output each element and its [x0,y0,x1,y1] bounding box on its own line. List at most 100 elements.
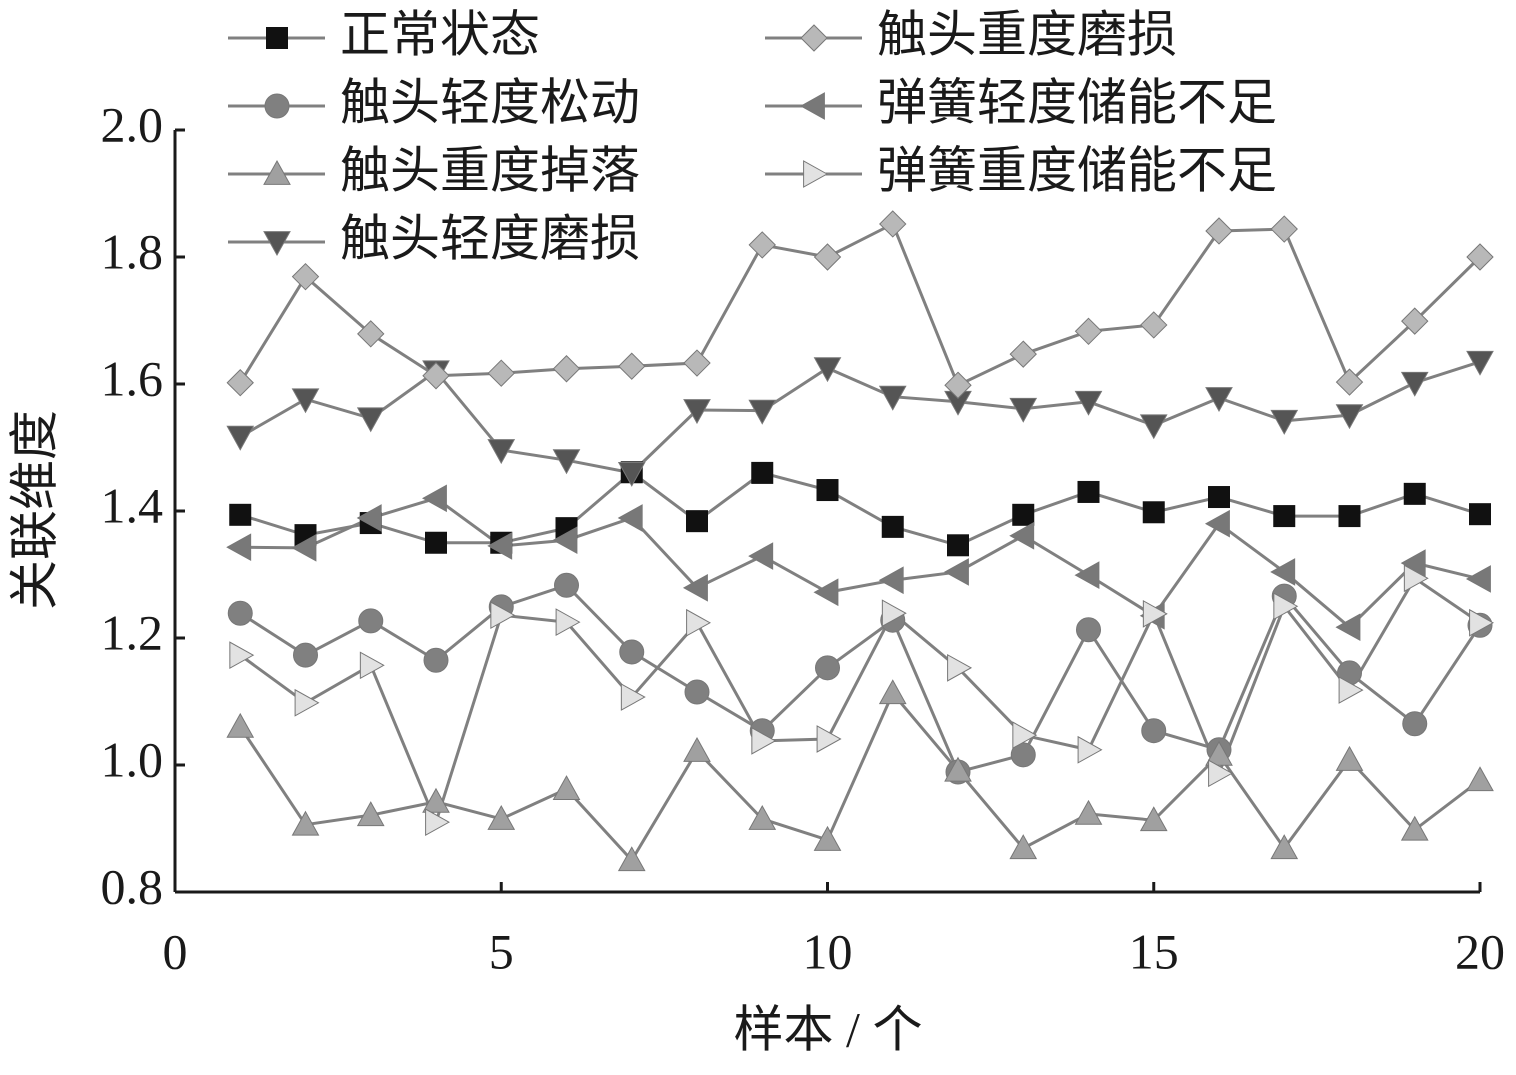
legend-marker [263,159,291,185]
data-point [293,642,318,668]
data-point [816,479,839,502]
series-line [239,583,1482,774]
data-point [748,804,777,830]
data-point [813,578,839,607]
data-point [751,461,774,484]
data-point [422,362,450,390]
data-point [947,653,973,682]
data-point [1012,721,1038,750]
data-point [358,608,384,634]
legend-label: 触头轻度磨损 [340,210,640,266]
data-point [879,210,907,238]
data-point [748,231,776,259]
data-point [1403,564,1429,593]
data-point [1009,397,1038,423]
data-point [1208,759,1234,788]
data-point [1335,368,1364,396]
data-point [878,385,907,411]
data-point [1469,608,1495,637]
data-point [356,504,382,532]
data-point [1205,740,1233,766]
data-point [944,756,972,782]
x-tick-label: 0 [163,923,188,979]
legend-marker [263,231,291,257]
data-point [294,688,320,717]
data-point [617,504,643,532]
data-point [1338,505,1361,528]
data-point [356,801,385,827]
legend-marker [800,24,828,52]
data-point [1273,505,1296,528]
data-point [620,683,646,711]
data-point [1466,243,1494,271]
data-point [1270,409,1299,435]
data-point [1205,217,1233,245]
x-tick-label: 15 [1129,923,1179,979]
data-point [1338,676,1364,704]
data-point [229,641,255,669]
legend-label: 正常状态 [340,6,540,62]
y-tick-label: 2.0 [101,96,164,152]
data-point [683,399,711,425]
data-point [878,566,904,595]
data-point [683,737,711,762]
x-tick-label: 5 [489,923,514,979]
data-point [619,639,645,665]
data-point [1469,503,1491,526]
data-point [1400,815,1429,841]
data-point [1140,311,1168,339]
data-point [356,407,385,433]
x-axis-label: 样本 / 个 [734,1001,923,1057]
data-point [487,359,515,387]
series-line [239,576,1481,827]
data-point [425,531,447,554]
data-point [1009,340,1037,368]
data-point [1335,613,1361,642]
series-line [239,690,1481,863]
data-point [555,608,581,636]
data-point [878,679,907,705]
data-point [554,572,579,598]
data-point [1074,799,1103,825]
data-point [1009,834,1038,860]
data-point [617,846,646,872]
y-tick-label: 1.4 [101,477,164,533]
data-point [813,357,842,383]
data-point [291,388,320,414]
data-point [291,262,320,291]
legend-label: 弹簧重度储能不足 [877,142,1277,198]
data-point [683,349,711,377]
data-point [1077,480,1100,503]
data-point [748,399,777,425]
y-tick-label: 1.2 [101,604,164,660]
data-point [423,647,449,673]
data-point [1465,565,1491,593]
data-point [1074,561,1100,589]
data-point [881,515,904,538]
data-point [1400,371,1429,397]
y-axis-label: 关联维度 [6,410,62,610]
data-point [357,320,385,348]
data-point [816,725,842,753]
data-point [944,371,972,399]
data-point [487,439,516,465]
data-point [617,462,646,487]
data-point [881,599,907,628]
data-point [751,727,777,755]
data-point [552,526,578,555]
data-point [943,558,969,586]
data-point [1139,806,1168,832]
data-point [813,243,842,271]
data-point [226,533,252,562]
data-point [1335,404,1364,430]
data-point [227,600,253,626]
data-point [425,808,451,836]
data-point [1141,718,1167,744]
data-point [226,712,255,738]
data-point [229,503,252,526]
data-point [686,608,712,637]
data-point [813,825,842,851]
data-point [1142,501,1165,524]
legend-marker [803,160,829,188]
